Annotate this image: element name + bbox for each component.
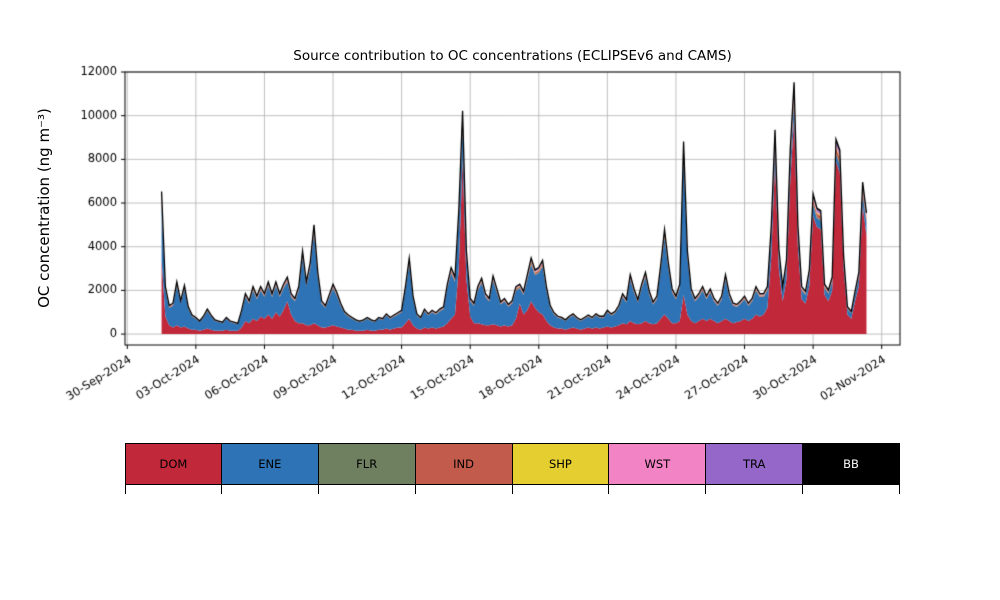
legend-label-tra: TRA	[742, 457, 766, 471]
legend-subcell	[220, 485, 319, 494]
legend: DOM ENE FLR IND SHP	[125, 443, 900, 494]
legend-item-dom: DOM	[125, 443, 222, 494]
legend-subcell	[802, 485, 900, 494]
legend-subcell	[705, 485, 804, 494]
legend-subcell	[608, 485, 707, 494]
legend-swatch-ind: IND	[414, 443, 513, 485]
legend-label-ind: IND	[453, 457, 474, 471]
legend-subcell	[511, 485, 610, 494]
legend-subcell	[125, 485, 222, 494]
legend-item-tra: TRA	[705, 443, 804, 494]
legend-label-flr: FLR	[356, 457, 378, 471]
legend-swatch-ene: ENE	[220, 443, 319, 485]
legend-subcell	[317, 485, 416, 494]
legend-swatch-bb: BB	[802, 443, 900, 485]
legend-item-ind: IND	[414, 443, 513, 494]
legend-item-flr: FLR	[317, 443, 416, 494]
legend-swatch-wst: WST	[608, 443, 707, 485]
chart-canvas	[0, 0, 1000, 432]
legend-label-dom: DOM	[159, 457, 188, 471]
legend-item-wst: WST	[608, 443, 707, 494]
legend-label-ene: ENE	[258, 457, 282, 471]
legend-item-ene: ENE	[220, 443, 319, 494]
legend-swatch-shp: SHP	[511, 443, 610, 485]
legend-swatch-tra: TRA	[705, 443, 804, 485]
legend-swatch-dom: DOM	[125, 443, 222, 485]
legend-label-bb: BB	[843, 457, 859, 471]
legend-item-shp: SHP	[511, 443, 610, 494]
legend-swatch-flr: FLR	[317, 443, 416, 485]
legend-label-shp: SHP	[548, 457, 572, 471]
legend-item-bb: BB	[802, 443, 900, 494]
legend-subcell	[414, 485, 513, 494]
legend-label-wst: WST	[644, 457, 671, 471]
